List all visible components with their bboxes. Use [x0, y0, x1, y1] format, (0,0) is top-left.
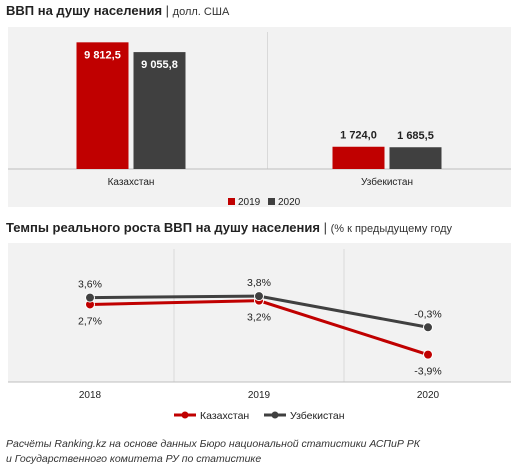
legend-marker-Казахстан: [181, 411, 189, 419]
source-note: Расчёты Ranking.kz на основе данных Бюро…: [6, 437, 420, 467]
bar-category-label: Казахстан: [108, 177, 155, 188]
growth-chart-title: Темпы реального роста ВВП на душу населе…: [6, 220, 452, 235]
legend-label: 2019: [238, 197, 261, 208]
bar-category-label: Узбекистан: [361, 176, 413, 188]
legend-label: Узбекистан: [290, 410, 345, 422]
legend-marker-Узбекистан: [271, 411, 279, 419]
title-separator: |: [165, 3, 173, 18]
line-point-Узбекистан: [85, 292, 95, 303]
line-data-label: 3,2%: [247, 312, 271, 324]
legend-swatch-2019: [228, 198, 235, 205]
gdp-chart-title: ВВП на душу населения | долл. США: [6, 3, 229, 18]
line-data-label: 2,7%: [78, 315, 102, 327]
source-note-line-1: Расчёты Ranking.kz на основе данных Бюро…: [6, 438, 420, 450]
bar-Узбекистан-2020: [389, 147, 442, 169]
line-point-Узбекистан: [254, 291, 264, 302]
bar-data-label: 9 055,8: [141, 59, 178, 71]
title-separator: |: [323, 220, 331, 235]
bar-data-label: 9 812,5: [84, 49, 121, 61]
growth-chart-unit: (% к предыдущему году: [330, 223, 453, 235]
legend-label: 2020: [278, 197, 301, 208]
line-data-label: 3,6%: [78, 279, 102, 291]
bar-Узбекистан-2019: [332, 146, 385, 169]
bar-data-label: 1 685,5: [397, 130, 434, 142]
source-note-line-2: и Государственного комитета РУ по статис…: [6, 453, 262, 465]
line-x-tick-label: 2020: [417, 390, 440, 401]
line-x-tick-label: 2018: [79, 390, 102, 401]
bar-data-label: 1 724,0: [340, 130, 377, 142]
bar-Казахстан-2019: [76, 42, 129, 169]
gdp-chart-unit: долл. США: [172, 6, 230, 18]
legend-swatch-2020: [268, 198, 275, 205]
line-x-tick-label: 2019: [248, 390, 271, 401]
line-data-label: -0,3%: [414, 308, 441, 320]
line-data-label: -3,9%: [414, 366, 441, 378]
growth-chart-title-text: Темпы реального роста ВВП на душу населе…: [6, 220, 320, 235]
bar-Казахстан-2020: [133, 52, 186, 169]
line-point-Казахстан: [423, 349, 433, 360]
line-point-Узбекистан: [423, 322, 433, 333]
legend-label: Казахстан: [200, 410, 249, 422]
line-data-label: 3,8%: [247, 277, 271, 289]
gdp-chart-title-text: ВВП на душу населения: [6, 3, 163, 18]
